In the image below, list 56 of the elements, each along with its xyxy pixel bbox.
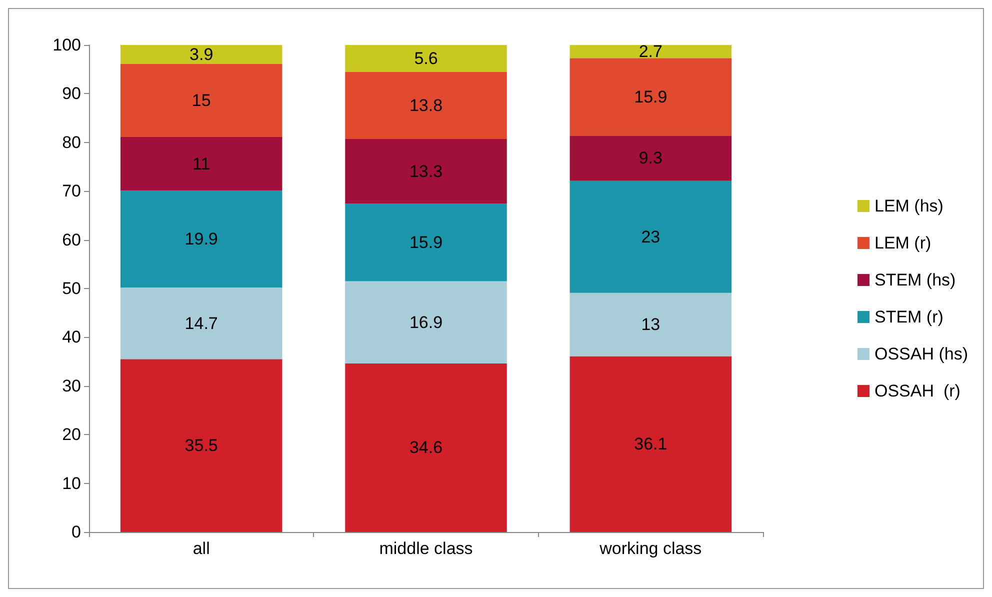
bar — [120, 137, 282, 191]
data-label: 15.9 — [634, 87, 668, 106]
legend-label: LEM (r) — [874, 234, 932, 252]
legend-label: STEM (r) — [874, 308, 944, 326]
bar — [570, 136, 732, 181]
data-label: 11 — [192, 154, 210, 174]
bar — [570, 292, 732, 356]
y-tick-label: 30 — [62, 376, 81, 396]
bar — [570, 180, 732, 293]
data-label: 35.5 — [184, 436, 218, 456]
legend-label: LEM (hs) — [874, 196, 944, 216]
y-tick-label: 70 — [62, 182, 81, 201]
legend-label: OSSAH (hs) — [874, 344, 968, 364]
y-tick-label: 50 — [62, 279, 81, 298]
y-tick-label: 100 — [52, 36, 81, 54]
y-tick-label: 20 — [62, 425, 81, 444]
legend-label: STEM (hs) — [874, 270, 956, 290]
data-label: 9.3 — [638, 148, 662, 168]
y-tick-label: 0 — [72, 522, 81, 542]
y-tick-label: 80 — [62, 132, 81, 152]
bar — [345, 72, 507, 139]
data-label: 16.9 — [409, 312, 443, 332]
y-tick-label: 90 — [62, 84, 81, 104]
bar — [345, 281, 507, 364]
data-label: 15 — [192, 91, 211, 110]
x-tick-label: middle class — [379, 539, 473, 558]
bar — [570, 356, 732, 532]
bar — [120, 45, 282, 64]
bar — [345, 45, 507, 72]
data-label: 23 — [641, 227, 660, 246]
data-label: 14.7 — [184, 314, 218, 333]
bar — [120, 359, 282, 532]
bar — [345, 138, 507, 204]
data-label: 34.6 — [409, 438, 443, 458]
data-label: 3.9 — [190, 44, 214, 64]
bar — [120, 288, 282, 360]
data-label: 36.1 — [634, 434, 668, 454]
y-tick-label: 40 — [62, 328, 81, 347]
x-tick-label: all — [192, 539, 210, 558]
bar — [570, 58, 732, 136]
data-label: 2.7 — [638, 42, 662, 62]
data-label: 19.9 — [184, 230, 218, 249]
bar — [570, 45, 732, 58]
y-tick-label: 10 — [62, 474, 81, 493]
data-label: 15.9 — [409, 232, 443, 252]
bar — [120, 190, 282, 288]
data-label: 13 — [641, 315, 660, 334]
bar — [345, 204, 507, 282]
legend-label: OSSAH (r) — [874, 382, 960, 400]
bar — [345, 364, 507, 532]
y-tick-label: 60 — [62, 230, 81, 250]
bar — [120, 64, 282, 138]
data-label: 13.3 — [409, 162, 443, 181]
x-tick-label: working class — [598, 539, 702, 558]
data-label: 13.8 — [409, 96, 443, 115]
data-label: 5.6 — [414, 48, 438, 68]
